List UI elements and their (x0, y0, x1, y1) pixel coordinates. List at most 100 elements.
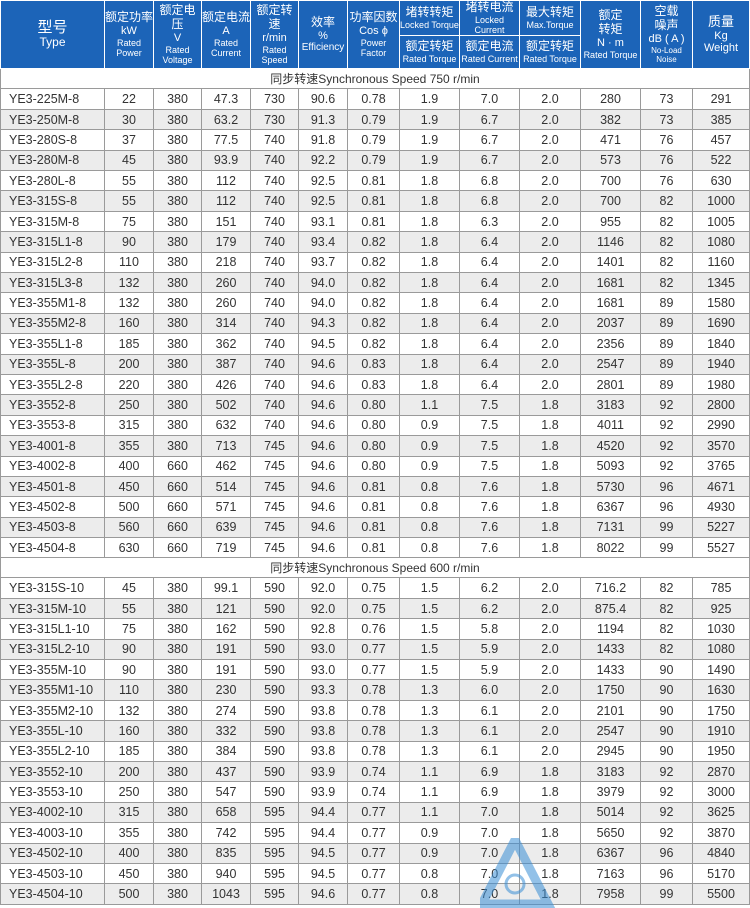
cell-speed: 745 (250, 455, 299, 477)
cell-voltage: 380 (153, 883, 202, 905)
cell-locked-current: 6.4 (459, 353, 520, 375)
cell-locked-current: 6.4 (459, 292, 520, 314)
cell-current: 387 (201, 353, 251, 375)
col-type: 型号 Type (0, 0, 105, 70)
cell-efficiency: 93.9 (298, 760, 348, 783)
cell-speed: 590 (250, 638, 299, 661)
cell-voltage: 380 (153, 149, 202, 172)
table-row: YE3-280M-8 45 380 93.9 740 92.2 0.79 1.9 6.7 2.0 5… (0, 149, 750, 172)
cell-efficiency: 93.9 (298, 781, 348, 803)
cell-locked-torque: 1.8 (399, 312, 460, 335)
cell-efficiency: 93.0 (298, 659, 348, 681)
cell-max-torque: 2.0 (519, 577, 581, 599)
cell-current: 179 (201, 231, 251, 253)
cell-power: 400 (104, 455, 154, 477)
cell-power-factor: 0.78 (347, 720, 400, 742)
cell-weight: 785 (692, 577, 750, 599)
cell-locked-torque: 1.5 (399, 597, 460, 620)
cell-locked-current: 6.4 (459, 333, 520, 355)
cell-current: 93.9 (201, 149, 251, 172)
cell-power: 132 (104, 699, 154, 722)
cell-locked-current: 7.5 (459, 394, 520, 416)
cell-type: YE3-355M-10 (0, 659, 105, 681)
cell-voltage: 380 (153, 271, 202, 294)
cell-power: 22 (104, 88, 154, 110)
cell-locked-current: 5.9 (459, 638, 520, 661)
cell-locked-torque: 1.8 (399, 292, 460, 314)
cell-locked-current: 6.3 (459, 210, 520, 233)
cell-efficiency: 90.6 (298, 88, 348, 110)
cell-voltage: 380 (153, 659, 202, 681)
cell-type: YE3-355M1-8 (0, 292, 105, 314)
cell-efficiency: 93.0 (298, 638, 348, 661)
table-row: YE3-3553-8 315 380 632 740 94.6 0.80 0.9 7.5 1.8 4… (0, 414, 750, 437)
cell-power-factor: 0.78 (347, 699, 400, 722)
cell-efficiency: 94.6 (298, 537, 348, 559)
cell-speed: 740 (250, 394, 299, 416)
cell-power-factor: 0.75 (347, 577, 400, 599)
cell-type: YE3-355L-10 (0, 720, 105, 742)
cell-max-torque: 2.0 (519, 618, 581, 640)
cell-efficiency: 93.8 (298, 699, 348, 722)
cell-efficiency: 94.6 (298, 435, 348, 457)
cell-locked-torque: 1.1 (399, 781, 460, 803)
cell-weight: 385 (692, 108, 750, 131)
cell-speed: 740 (250, 251, 299, 274)
cell-locked-torque: 1.5 (399, 618, 460, 640)
cell-max-torque: 1.8 (519, 862, 581, 885)
cell-noise: 82 (640, 638, 693, 661)
cell-noise: 92 (640, 414, 693, 437)
cell-noise: 76 (640, 170, 693, 192)
table-row: YE3-225M-8 22 380 47.3 730 90.6 0.78 1.9 7.0 2.0 2… (0, 88, 750, 110)
cell-noise: 92 (640, 435, 693, 457)
cell-voltage: 380 (153, 353, 202, 375)
cell-weight: 1980 (692, 373, 750, 396)
cell-power-factor: 0.74 (347, 760, 400, 783)
cell-power: 45 (104, 149, 154, 172)
cell-current: 332 (201, 720, 251, 742)
cell-type: YE3-280L-8 (0, 170, 105, 192)
cell-current: 502 (201, 394, 251, 416)
cell-type: YE3-4502-8 (0, 496, 105, 518)
cell-power: 500 (104, 883, 154, 905)
cell-efficiency: 93.4 (298, 231, 348, 253)
cell-power: 400 (104, 842, 154, 864)
cell-current: 462 (201, 455, 251, 477)
col-efficiency: 效率% Efficiency (298, 0, 348, 70)
cell-speed: 595 (250, 842, 299, 864)
cell-locked-torque: 1.9 (399, 108, 460, 131)
table-row: YE3-315L2-8 110 380 218 740 93.7 0.82 1.8 6.4 2.0… (0, 251, 750, 274)
cell-power-factor: 0.82 (347, 231, 400, 253)
cell-locked-torque: 1.8 (399, 190, 460, 212)
cell-weight: 1080 (692, 638, 750, 661)
cell-speed: 590 (250, 679, 299, 701)
cell-locked-torque: 1.8 (399, 170, 460, 192)
cell-locked-current: 6.1 (459, 699, 520, 722)
cell-speed: 730 (250, 88, 299, 110)
table-row: YE3-355L1-8 185 380 362 740 94.5 0.82 1.8 6.4 2.0… (0, 333, 750, 355)
cell-locked-torque: 1.9 (399, 149, 460, 172)
cell-efficiency: 93.8 (298, 740, 348, 762)
cell-current: 547 (201, 781, 251, 803)
cell-weight: 1490 (692, 659, 750, 681)
cell-speed: 590 (250, 618, 299, 640)
cell-type: YE3-355M2-10 (0, 699, 105, 722)
cell-type: YE3-355L2-10 (0, 740, 105, 762)
section-row: 同步转速Synchronous Speed 750 r/min (0, 68, 750, 90)
cell-rated-torque: 2547 (580, 353, 641, 375)
cell-max-torque: 2.0 (519, 210, 581, 233)
table-row: YE3-4503-8 560 660 639 745 94.6 0.81 0.8 7.6 1.8 7… (0, 516, 750, 539)
cell-noise: 82 (640, 271, 693, 294)
col-max-torque-sub: 额定转矩 Rated Torque (519, 35, 581, 70)
cell-locked-torque: 1.8 (399, 231, 460, 253)
cell-rated-torque: 7163 (580, 862, 641, 885)
cell-rated-torque: 471 (580, 129, 641, 151)
cell-power-factor: 0.77 (347, 822, 400, 844)
cell-type: YE3-3553-8 (0, 414, 105, 437)
cell-weight: 3765 (692, 455, 750, 477)
col-noise: 空载 噪声 dB ( A ) No-Load Noise (640, 0, 693, 70)
cell-speed: 590 (250, 659, 299, 681)
cell-locked-current: 6.4 (459, 312, 520, 335)
cell-weight: 1030 (692, 618, 750, 640)
cell-power-factor: 0.83 (347, 373, 400, 396)
